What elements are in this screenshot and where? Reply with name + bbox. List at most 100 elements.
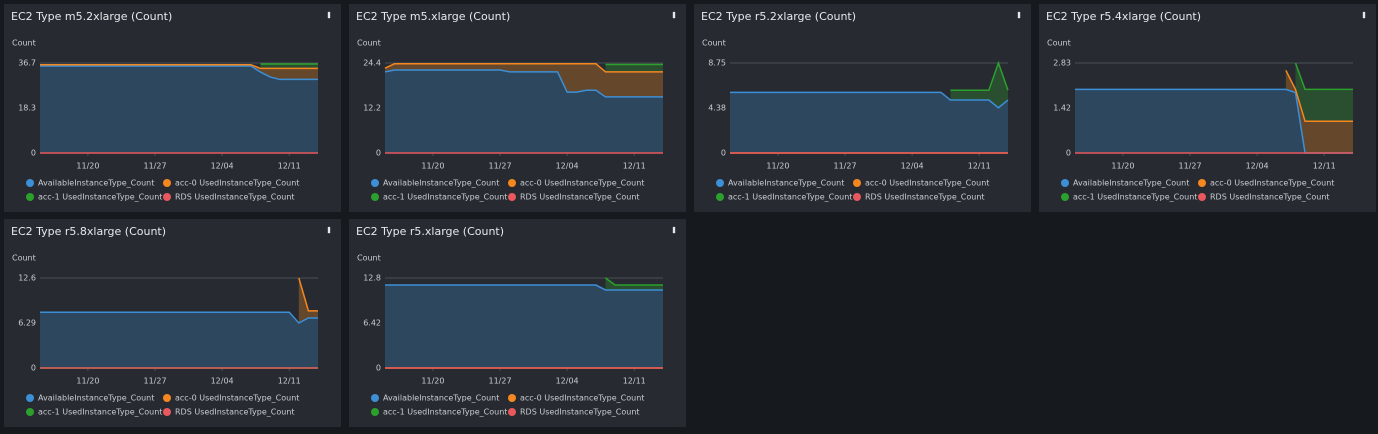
legend-label[interactable]: acc-0 UsedInstanceType_Count <box>1210 179 1334 188</box>
legend-label[interactable]: acc-0 UsedInstanceType_Count <box>175 394 299 403</box>
y-tick-label: 36.7 <box>18 59 36 68</box>
legend-swatch[interactable] <box>508 394 516 402</box>
x-tick-label: 11/20 <box>1111 162 1134 171</box>
series-line <box>1285 69 1353 122</box>
legend-label[interactable]: acc-1 UsedInstanceType_Count <box>383 193 507 202</box>
legend-label[interactable]: RDS UsedInstanceType_Count <box>175 408 295 417</box>
legend-label[interactable]: RDS UsedInstanceType_Count <box>175 193 295 202</box>
legend-label[interactable]: AvailableInstanceType_Count <box>38 179 154 188</box>
x-tick-label: 11/27 <box>144 377 167 386</box>
legend-swatch[interactable] <box>163 179 171 187</box>
menu-icon[interactable] <box>1362 11 1366 15</box>
x-tick-label: 12/11 <box>278 162 301 171</box>
menu-icon[interactable] <box>672 11 676 15</box>
legend-swatch[interactable] <box>508 408 516 416</box>
legend-swatch[interactable] <box>508 193 516 201</box>
y-axis-label: Count <box>12 254 36 263</box>
legend-swatch[interactable] <box>163 408 171 416</box>
x-tick-label: 12/11 <box>623 162 646 171</box>
legend-label[interactable]: AvailableInstanceType_Count <box>38 394 154 403</box>
menu-icon[interactable] <box>327 228 331 232</box>
series-line <box>1294 62 1353 91</box>
legend-swatch[interactable] <box>163 394 171 402</box>
menu-icon[interactable] <box>1362 13 1366 17</box>
legend-label[interactable]: AvailableInstanceType_Count <box>383 394 499 403</box>
legend-swatch[interactable] <box>1198 179 1206 187</box>
series-line <box>950 60 1009 92</box>
menu-icon[interactable] <box>672 13 676 17</box>
menu-icon[interactable] <box>1362 15 1366 19</box>
legend-label[interactable]: AvailableInstanceType_Count <box>728 179 844 188</box>
legend-label[interactable]: acc-1 UsedInstanceType_Count <box>1073 193 1197 202</box>
x-tick-label: 11/27 <box>489 162 512 171</box>
legend-label[interactable]: RDS UsedInstanceType_Count <box>1210 193 1330 202</box>
x-tick-label: 12/04 <box>211 377 234 386</box>
legend-swatch[interactable] <box>371 408 379 416</box>
widget: EC2 Type m5.xlarge (Count) Count 0 12.2 24.4… <box>349 4 686 212</box>
legend-swatch[interactable] <box>163 193 171 201</box>
x-tick-label: 11/27 <box>489 377 512 386</box>
legend-label[interactable]: RDS UsedInstanceType_Count <box>865 193 985 202</box>
series-line <box>40 311 318 324</box>
menu-icon[interactable] <box>672 226 676 230</box>
legend-label[interactable]: acc-0 UsedInstanceType_Count <box>175 179 299 188</box>
menu-icon[interactable] <box>327 13 331 17</box>
legend-swatch[interactable] <box>371 193 379 201</box>
menu-icon[interactable] <box>672 15 676 19</box>
y-tick-label: 0 <box>721 149 726 158</box>
legend-swatch[interactable] <box>853 193 861 201</box>
x-tick-label: 12/04 <box>556 377 579 386</box>
legend-label[interactable]: acc-0 UsedInstanceType_Count <box>865 179 989 188</box>
series-area <box>1075 89 1353 153</box>
menu-icon[interactable] <box>1017 13 1021 17</box>
chart-title: EC2 Type r5.2xlarge (Count) <box>701 10 856 23</box>
menu-icon[interactable] <box>327 226 331 230</box>
menu-icon[interactable] <box>672 230 676 234</box>
y-axis-label: Count <box>702 39 726 48</box>
legend-swatch[interactable] <box>26 193 34 201</box>
y-tick-label: 6.42 <box>363 318 381 327</box>
menu-icon[interactable] <box>672 228 676 232</box>
legend-label[interactable]: acc-1 UsedInstanceType_Count <box>38 193 162 202</box>
legend-swatch[interactable] <box>371 179 379 187</box>
legend-swatch[interactable] <box>1061 179 1069 187</box>
legend-label[interactable]: RDS UsedInstanceType_Count <box>520 193 640 202</box>
series-line <box>40 65 318 81</box>
series-line <box>385 284 663 291</box>
menu-icon[interactable] <box>327 11 331 15</box>
y-tick-label: 2.83 <box>1053 59 1071 68</box>
x-tick-label: 11/20 <box>76 162 99 171</box>
y-tick-label: 6.29 <box>18 319 36 328</box>
legend-label[interactable]: acc-0 UsedInstanceType_Count <box>520 179 644 188</box>
widget: EC2 Type r5.8xlarge (Count) Count 0 6.29 12.… <box>4 219 341 427</box>
menu-icon[interactable] <box>327 15 331 19</box>
legend-swatch[interactable] <box>716 193 724 201</box>
legend-label[interactable]: acc-1 UsedInstanceType_Count <box>38 408 162 417</box>
legend-swatch[interactable] <box>371 394 379 402</box>
legend-swatch[interactable] <box>26 408 34 416</box>
series-line <box>40 63 318 70</box>
legend-label[interactable]: acc-1 UsedInstanceType_Count <box>728 193 852 202</box>
legend-swatch[interactable] <box>508 179 516 187</box>
legend-label[interactable]: acc-1 UsedInstanceType_Count <box>383 408 507 417</box>
y-tick-label: 12.2 <box>363 104 381 113</box>
y-tick-label: 12.6 <box>18 274 36 283</box>
y-tick-label: 0 <box>376 364 381 373</box>
legend-label[interactable]: acc-0 UsedInstanceType_Count <box>520 394 644 403</box>
y-axis-label: Count <box>12 39 36 48</box>
legend-label[interactable]: AvailableInstanceType_Count <box>1073 179 1189 188</box>
legend-swatch[interactable] <box>26 394 34 402</box>
legend-label[interactable]: RDS UsedInstanceType_Count <box>520 408 640 417</box>
menu-icon[interactable] <box>1017 15 1021 19</box>
menu-icon[interactable] <box>1017 11 1021 15</box>
legend-swatch[interactable] <box>716 179 724 187</box>
x-tick-label: 12/11 <box>623 377 646 386</box>
series-line <box>384 69 663 98</box>
legend-swatch[interactable] <box>1061 193 1069 201</box>
legend-swatch[interactable] <box>26 179 34 187</box>
x-tick-label: 11/20 <box>421 377 444 386</box>
legend-label[interactable]: AvailableInstanceType_Count <box>383 179 499 188</box>
legend-swatch[interactable] <box>1198 193 1206 201</box>
legend-swatch[interactable] <box>853 179 861 187</box>
menu-icon[interactable] <box>327 230 331 234</box>
